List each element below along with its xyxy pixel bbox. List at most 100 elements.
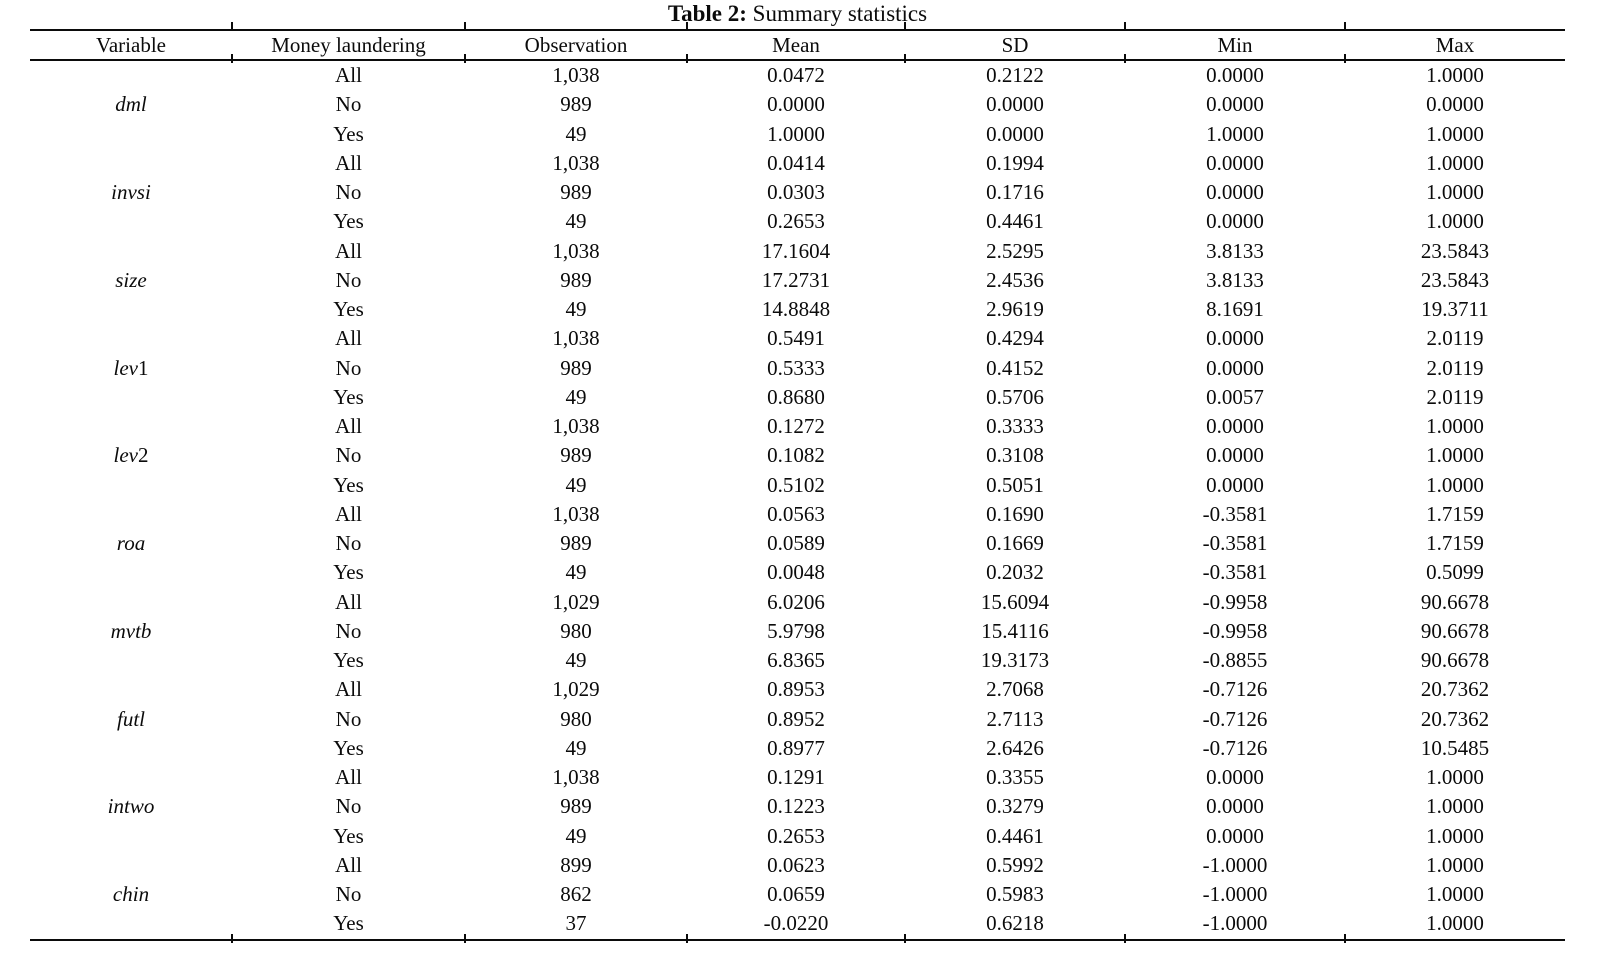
cell-min: -1.0000 — [1202, 911, 1268, 936]
table-row: lev2 All 1,038 0.1272 0.3333 0.0000 1.0000 — [30, 412, 1565, 466]
table-row: Yes 49 0.2653 0.4461 0.0000 1.0000 — [30, 207, 1565, 236]
table-row: No 989 17.2731 2.4536 3.8133 23.5843 — [30, 266, 1565, 295]
cell-ml: All — [335, 852, 362, 877]
cell-ml: All — [335, 326, 362, 351]
cell-max: 1.0000 — [1426, 414, 1484, 439]
cell-obs: 49 — [565, 735, 587, 760]
cell-mean: 0.0472 — [767, 63, 825, 88]
cell-obs: 49 — [565, 560, 587, 585]
cell-sd: 2.9619 — [986, 297, 1044, 322]
column-boundary-tick — [686, 22, 688, 31]
cell-min: 0.0000 — [1206, 326, 1264, 351]
cell-max: 2.0119 — [1426, 355, 1484, 380]
cell-obs: 1,038 — [552, 501, 600, 526]
cell-sd: 0.3333 — [986, 414, 1044, 439]
cell-ml: Yes — [333, 560, 364, 585]
cell-max: 0.5099 — [1426, 560, 1484, 585]
cell-sd: 0.1669 — [986, 531, 1044, 556]
cell-ml: No — [335, 618, 362, 643]
table-row: No 989 0.0000 0.0000 0.0000 0.0000 — [30, 90, 1565, 119]
cell-sd: 15.4116 — [981, 618, 1049, 643]
cell-min: -1.0000 — [1202, 852, 1268, 877]
cell-mean: 0.0623 — [767, 852, 825, 877]
table-row: roa All 1,038 0.0563 0.1690 -0.3581 1.7159 — [30, 500, 1565, 553]
table-row: intwo All 1,038 0.1291 0.3355 0.0000 1.0000 — [30, 763, 1565, 817]
cell-sd: 0.4461 — [986, 823, 1044, 848]
cell-min: 0.0000 — [1206, 472, 1264, 497]
cell-mean: 0.8952 — [767, 706, 825, 731]
table-body: dml All 1,038 0.0472 0.2122 0.0000 1.0000 No 989… — [30, 60, 1565, 940]
table-row: No 989 0.1223 0.3279 0.0000 1.0000 — [30, 792, 1565, 821]
column-boundary-tick — [231, 934, 233, 943]
column-boundary-tick — [904, 54, 906, 63]
cell-min: 0.0000 — [1206, 794, 1264, 819]
cell-min: 0.0000 — [1206, 355, 1264, 380]
cell-sd: 2.4536 — [986, 267, 1044, 292]
variable-name-futl: futl — [116, 706, 145, 731]
table-row: lev1 All 1,038 0.5491 0.4294 0.0000 2.0119 — [30, 324, 1565, 378]
cell-mean: 0.1272 — [767, 414, 825, 439]
column-boundary-tick — [231, 54, 233, 63]
cell-sd: 0.1716 — [986, 180, 1044, 205]
cell-obs: 49 — [565, 472, 587, 497]
column-boundary-tick — [904, 22, 906, 31]
cell-obs: 899 — [560, 852, 592, 877]
table-row: futl All 1,029 0.8953 2.7068 -0.7126 20.7362 — [30, 675, 1565, 729]
cell-ml: All — [335, 63, 362, 88]
column-boundary-tick — [1124, 934, 1126, 943]
cell-max: 0.0000 — [1426, 92, 1484, 117]
cell-mean: 0.0589 — [767, 531, 825, 556]
cell-max: 90.6678 — [1420, 618, 1490, 643]
cell-ml: Yes — [333, 648, 364, 673]
cell-min: 0.0000 — [1206, 209, 1264, 234]
cell-min: 0.0000 — [1206, 150, 1264, 175]
cell-ml: All — [335, 677, 362, 702]
variable-name-chin: chin — [112, 882, 150, 907]
cell-sd: 0.4461 — [986, 209, 1044, 234]
cell-sd: 19.3173 — [980, 648, 1050, 673]
cell-mean: 0.0048 — [767, 560, 825, 585]
table-wrapper: Variable Money laundering Observation Mean S… — [30, 22, 1565, 943]
cell-mean: 0.1223 — [767, 794, 825, 819]
column-header-obs: Observation — [465, 30, 687, 61]
variable-name-intwo: intwo — [107, 794, 155, 819]
cell-sd: 0.5992 — [986, 852, 1044, 877]
column-boundary-tick — [231, 22, 233, 31]
cell-max: 23.5843 — [1420, 238, 1490, 263]
cell-obs: 1,038 — [552, 326, 600, 351]
variable-name-roa: roa — [116, 531, 146, 556]
column-boundary-tick — [686, 934, 688, 943]
cell-min: 0.0000 — [1206, 63, 1264, 88]
cell-ml: All — [335, 150, 362, 175]
cell-min: -0.7126 — [1202, 735, 1268, 760]
cell-ml: No — [335, 180, 362, 205]
cell-sd: 2.6426 — [986, 735, 1044, 760]
column-header-max: Max — [1345, 30, 1565, 61]
summary-statistics-table: Variable Money laundering Observation Mean S… — [30, 29, 1565, 941]
column-boundary-tick — [1124, 54, 1126, 63]
table-row: Yes 49 14.8848 2.9619 8.1691 19.3711 — [30, 295, 1565, 324]
cell-ml: No — [335, 531, 362, 556]
cell-obs: 1,038 — [552, 63, 600, 88]
cell-mean: 0.1291 — [767, 765, 825, 790]
table-row: Yes 49 0.8977 2.6426 -0.7126 10.5485 — [30, 734, 1565, 763]
table-row: No 862 0.0659 0.5983 -1.0000 1.0000 — [30, 880, 1565, 909]
table-row: Yes 49 1.0000 0.0000 1.0000 1.0000 — [30, 120, 1565, 149]
table-row: mvtb All 1,029 6.0206 15.6094 -0.9958 90.6678 — [30, 588, 1565, 641]
cell-min: 0.0000 — [1206, 180, 1264, 205]
cell-sd: 2.7113 — [986, 706, 1044, 731]
cell-max: 10.5485 — [1420, 735, 1490, 760]
cell-mean: 5.9798 — [767, 618, 825, 643]
table-row: dml All 1,038 0.0472 0.2122 0.0000 1.0000 — [30, 60, 1565, 115]
cell-min: -0.8855 — [1202, 648, 1268, 673]
cell-obs: 49 — [565, 121, 587, 146]
cell-max: 1.0000 — [1426, 882, 1484, 907]
table-row: No 980 0.8952 2.7113 -0.7126 20.7362 — [30, 705, 1565, 734]
table-row: No 989 0.5333 0.4152 0.0000 2.0119 — [30, 354, 1565, 383]
cell-max: 1.0000 — [1426, 121, 1484, 146]
cell-sd: 0.5051 — [986, 472, 1044, 497]
cell-obs: 862 — [560, 882, 592, 907]
cell-max: 1.0000 — [1426, 794, 1484, 819]
cell-obs: 37 — [565, 911, 587, 936]
column-boundary-tick — [464, 934, 466, 943]
